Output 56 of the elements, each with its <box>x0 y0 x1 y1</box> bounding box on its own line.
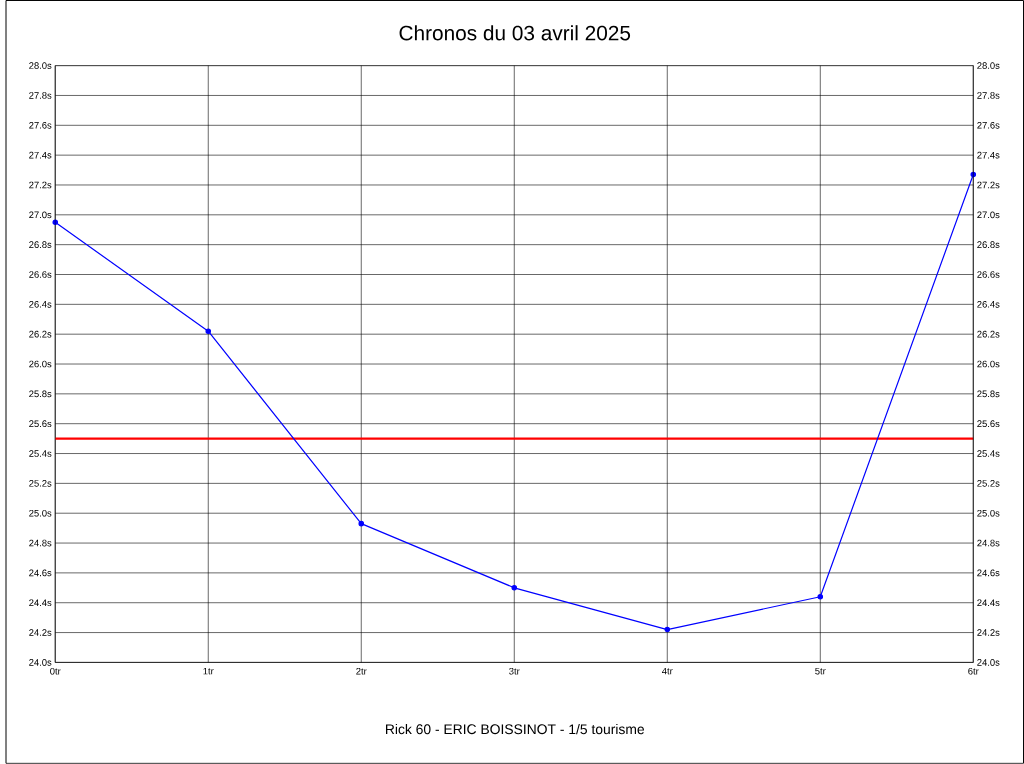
text: Rick 60 - ERIC BOISSINOT - 1/5 tourisme <box>386 724 645 735</box>
point <box>817 594 824 600</box>
y2-tick-label: 27.6s <box>977 122 1000 129</box>
y-tick-label: 24.6s <box>29 569 52 577</box>
y-tick-label: 25.4s <box>29 450 52 457</box>
x-tick-label: 1tr <box>203 667 214 675</box>
y2-tick-label: 24.8s <box>977 539 1000 547</box>
y-tick-label: 25.6s <box>29 420 52 428</box>
y2-tick-label: 26.0s <box>977 360 1000 368</box>
y2-tick-label: 27.0s <box>977 211 1000 219</box>
point <box>205 328 212 335</box>
x-tick-label: 6tr <box>968 667 979 675</box>
y2-tick-label: 28.0s <box>977 62 1000 70</box>
y-tick-label: 25.8s <box>29 390 52 398</box>
y-tick-label: 27.6s <box>29 122 52 129</box>
y2-tick-label: 24.0s <box>977 659 1000 666</box>
x-tick-label: 4tr <box>662 667 673 675</box>
y-tick-label: 26.6s <box>29 271 52 278</box>
y-tick-label: 26.4s <box>29 301 52 308</box>
y2-tick-label: 27.8s <box>977 92 1000 99</box>
y2-tick-label: 25.8s <box>977 390 1000 398</box>
y-tick-label: 27.0s <box>29 211 52 219</box>
x-tick-label: 3tr <box>509 667 520 675</box>
y2-tick-label: 24.2s <box>977 629 1000 636</box>
y-tick-label: 24.2s <box>29 629 52 636</box>
y2-tick-label: 26.4s <box>977 301 1000 308</box>
y-tick-label: 26.8s <box>29 241 52 249</box>
point <box>664 626 671 633</box>
y2-tick-label: 26.2s <box>977 330 1000 338</box>
y-tick-label: 25.0s <box>29 509 52 517</box>
y-tick-label: 24.8s <box>29 539 52 547</box>
x-tick-label: 2tr <box>356 667 367 675</box>
y-tick-label: 26.0s <box>29 360 52 368</box>
y2-tick-label: 24.6s <box>977 569 1000 577</box>
y2-tick-label: 25.4s <box>977 450 1000 457</box>
y2-tick-label: 24.4s <box>977 599 1000 607</box>
y-tick-label: 27.8s <box>29 92 52 99</box>
x-tick-label: 0tr <box>50 667 61 675</box>
y-tick-label: 27.2s <box>29 181 52 189</box>
point <box>511 585 518 591</box>
y2-tick-label: 27.2s <box>977 181 1000 189</box>
y-tick-label: 25.2s <box>29 480 52 487</box>
y-tick-label: 24.0s <box>29 659 52 666</box>
y-tick-label: 26.2s <box>29 330 52 338</box>
y-tick-label: 28.0s <box>29 62 52 70</box>
y2-tick-label: 26.6s <box>977 271 1000 278</box>
y2-tick-label: 25.0s <box>977 509 1000 517</box>
y2-tick-label: 27.4s <box>977 151 1000 159</box>
chart-title: Chronos du 03 avril 2025 <box>399 25 631 41</box>
y-tick-label: 24.4s <box>29 599 52 607</box>
y-tick-label: 27.4s <box>29 151 52 159</box>
x-tick-label: 5tr <box>815 667 826 675</box>
y2-tick-label: 26.8s <box>977 241 1000 249</box>
y2-tick-label: 25.2s <box>977 480 1000 487</box>
y2-tick-label: 25.6s <box>977 420 1000 428</box>
point <box>358 520 365 527</box>
